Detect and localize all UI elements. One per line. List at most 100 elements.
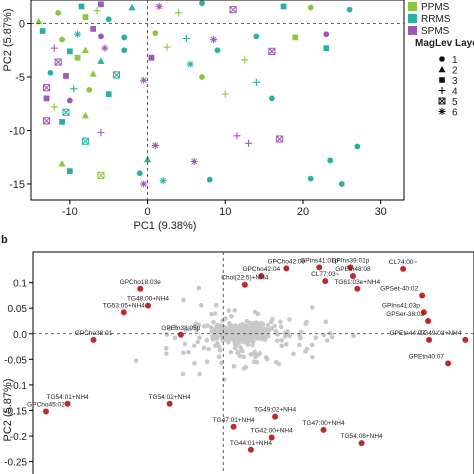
loading-point-marker (177, 331, 184, 338)
background-point (167, 326, 172, 332)
scatter-point (62, 108, 70, 116)
scatter-point (121, 47, 128, 54)
legend-swatch (408, 2, 417, 11)
background-point (191, 343, 197, 349)
background-point (213, 332, 219, 338)
background-point (210, 327, 216, 332)
loading-point-label: TG54:08+NH4 (341, 433, 383, 440)
loading-point-label: TG54:01+NH4 (47, 394, 89, 401)
legend-layer-marker (438, 87, 446, 94)
y-tick-label: 0.05 (8, 304, 28, 315)
scatter-point (136, 170, 143, 177)
scatter-point (151, 141, 159, 150)
loading-point-label: GPIns39:01p (331, 257, 369, 264)
background-point (244, 318, 250, 324)
background-point (211, 320, 216, 325)
loading-point-label: TG44:01+NH4 (230, 440, 272, 447)
background-point (164, 332, 170, 337)
background-point (273, 328, 279, 334)
scatter-point (241, 56, 249, 64)
background-point (204, 337, 210, 343)
background-point (279, 343, 285, 349)
y-tick-label: -0.25 (4, 458, 27, 469)
background-point (182, 341, 188, 347)
background-point (163, 345, 169, 351)
scatter-point (186, 60, 194, 68)
background-point (254, 325, 260, 330)
loading-point-label: TG54:02+NH4 (149, 394, 191, 401)
loading-point-label: TG47:00+NH4 (302, 420, 344, 427)
scatter-point (66, 97, 73, 104)
loading-point: GPCho42:04 (242, 266, 280, 280)
scatter-point (86, 86, 93, 93)
background-point (183, 328, 189, 333)
panel-b-y-axis-label: PC2 (5.87%) (2, 379, 14, 442)
background-point (180, 371, 186, 377)
background-point (212, 343, 218, 349)
legend-layer-label: 3 (452, 76, 458, 87)
background-point (181, 350, 186, 356)
background-point (186, 349, 191, 355)
legend-layer-marker (439, 77, 445, 83)
background-point (297, 342, 302, 348)
panel-b-label: b (1, 234, 8, 246)
scatter-point (327, 157, 334, 164)
loading-point: TG54:08+NH4 (341, 433, 383, 447)
loading-point: TG53:05+NH4 (103, 302, 145, 316)
loading-point-marker (268, 434, 275, 441)
loading-point-marker (320, 426, 327, 433)
loading-point: GPIns39:01p (331, 257, 370, 271)
background-point (303, 349, 308, 354)
background-point (254, 320, 260, 326)
y-tick-label: -0.05 (4, 355, 27, 366)
scatter-point (55, 9, 62, 16)
background-point (287, 317, 292, 322)
background-point (251, 351, 257, 356)
loading-point-marker (283, 265, 290, 272)
loading-point-label: Chol(22:5)+NH4 (221, 275, 269, 282)
loading-point: GPSer-38:02 (386, 311, 432, 324)
loading-point: TG49:02+NH4 (254, 407, 297, 420)
background-point (196, 285, 202, 291)
loading-point-label: GPSer-40:02 (380, 285, 418, 292)
scatter-point (35, 17, 43, 25)
background-point (310, 354, 315, 360)
background-point (298, 335, 303, 341)
background-point (226, 308, 232, 313)
background-point (221, 377, 227, 382)
background-point (232, 341, 238, 347)
loading-point-label: GPEtn38:05p (161, 325, 200, 332)
scatter-point (59, 36, 65, 43)
scatter-point (229, 6, 237, 14)
y-tick-label: 0 (19, 19, 25, 31)
background-point (187, 326, 193, 332)
background-point (241, 366, 247, 371)
loading-point: TG61:03e+NH4 (334, 279, 380, 292)
legend-layer-marker (439, 56, 445, 62)
loading-point: GPCho42:09 (268, 258, 306, 272)
background-point (223, 316, 228, 321)
background-point (291, 351, 296, 357)
loading-point-marker (354, 285, 361, 292)
loading-point-label: GPIns41:01p (300, 257, 338, 264)
background-point (195, 339, 201, 345)
loading-point: CL74:00~ (389, 259, 418, 272)
scatter-point (221, 90, 229, 98)
scatter-point (140, 76, 148, 84)
loading-point-label: GPSer-38:02 (386, 311, 424, 318)
scatter-point (276, 135, 284, 143)
background-point (133, 358, 139, 363)
loading-point: GPIns41:03p (382, 302, 427, 316)
background-point (265, 334, 270, 339)
background-point (210, 336, 216, 342)
loading-point-marker (400, 265, 407, 272)
background-point (241, 354, 247, 360)
y-tick-label: -0.15 (4, 406, 27, 417)
background-point (172, 335, 178, 341)
scatter-point (59, 119, 65, 125)
panel-a-y-ticks: 0 -5 -10 -15 (9, 19, 31, 191)
scatter-point (163, 43, 171, 51)
background-point (213, 303, 219, 308)
loading-point-label: CL74:00~ (389, 259, 418, 266)
